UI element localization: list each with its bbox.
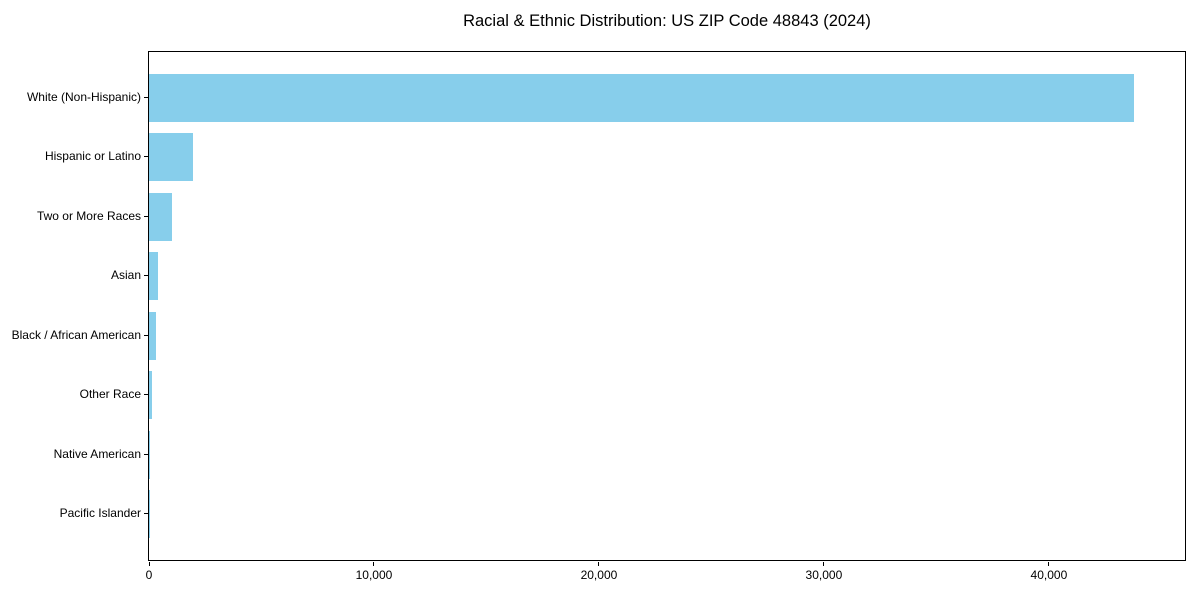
y-tick-mark [144,394,148,396]
y-tick-mark [144,156,148,158]
y-tick-label: Hispanic or Latino [44,149,141,164]
y-tick-mark [144,215,148,217]
x-tick-mark [598,562,599,566]
y-tick-label: Other Race [79,387,141,402]
x-tick-mark [373,562,374,566]
y-tick-label: Asian [110,268,141,283]
x-tick-label: 20,000 [580,568,618,582]
bar-hispanic-or-latino [149,133,193,182]
plot-area [148,51,1186,561]
bar-black-african-american [149,311,157,360]
y-axis-labels: White (Non-Hispanic) Hispanic or Latino Tw… [0,51,141,561]
y-tick-mark [144,453,148,455]
x-tick-mark [1048,562,1049,566]
x-tick-mark [823,562,824,566]
bar-two-or-more-races [149,192,173,241]
chart-title: Racial & Ethnic Distribution: US ZIP Cod… [463,12,871,30]
bar-native-american [149,430,150,479]
y-tick-label: Two or More Races [36,208,141,223]
x-tick-label: 0 [145,568,153,582]
x-tick-label: 40,000 [1030,568,1068,582]
x-tick-mark [149,562,150,566]
y-tick-mark [144,275,148,277]
y-tick-mark [144,334,148,336]
y-tick-label: Pacific Islander [59,506,141,520]
x-tick-label: 30,000 [805,568,843,582]
y-tick-label: Black / African American [11,327,141,342]
bar-white-non-hispanic [149,74,1135,122]
bar-other-race [149,371,152,420]
y-tick-label: White (Non-Hispanic) [26,90,141,104]
y-tick-mark [144,97,148,98]
y-tick-label: Native American [53,446,141,461]
bar-asian [149,252,159,301]
x-tick-label: 10,000 [355,568,393,582]
y-tick-mark [144,513,148,514]
